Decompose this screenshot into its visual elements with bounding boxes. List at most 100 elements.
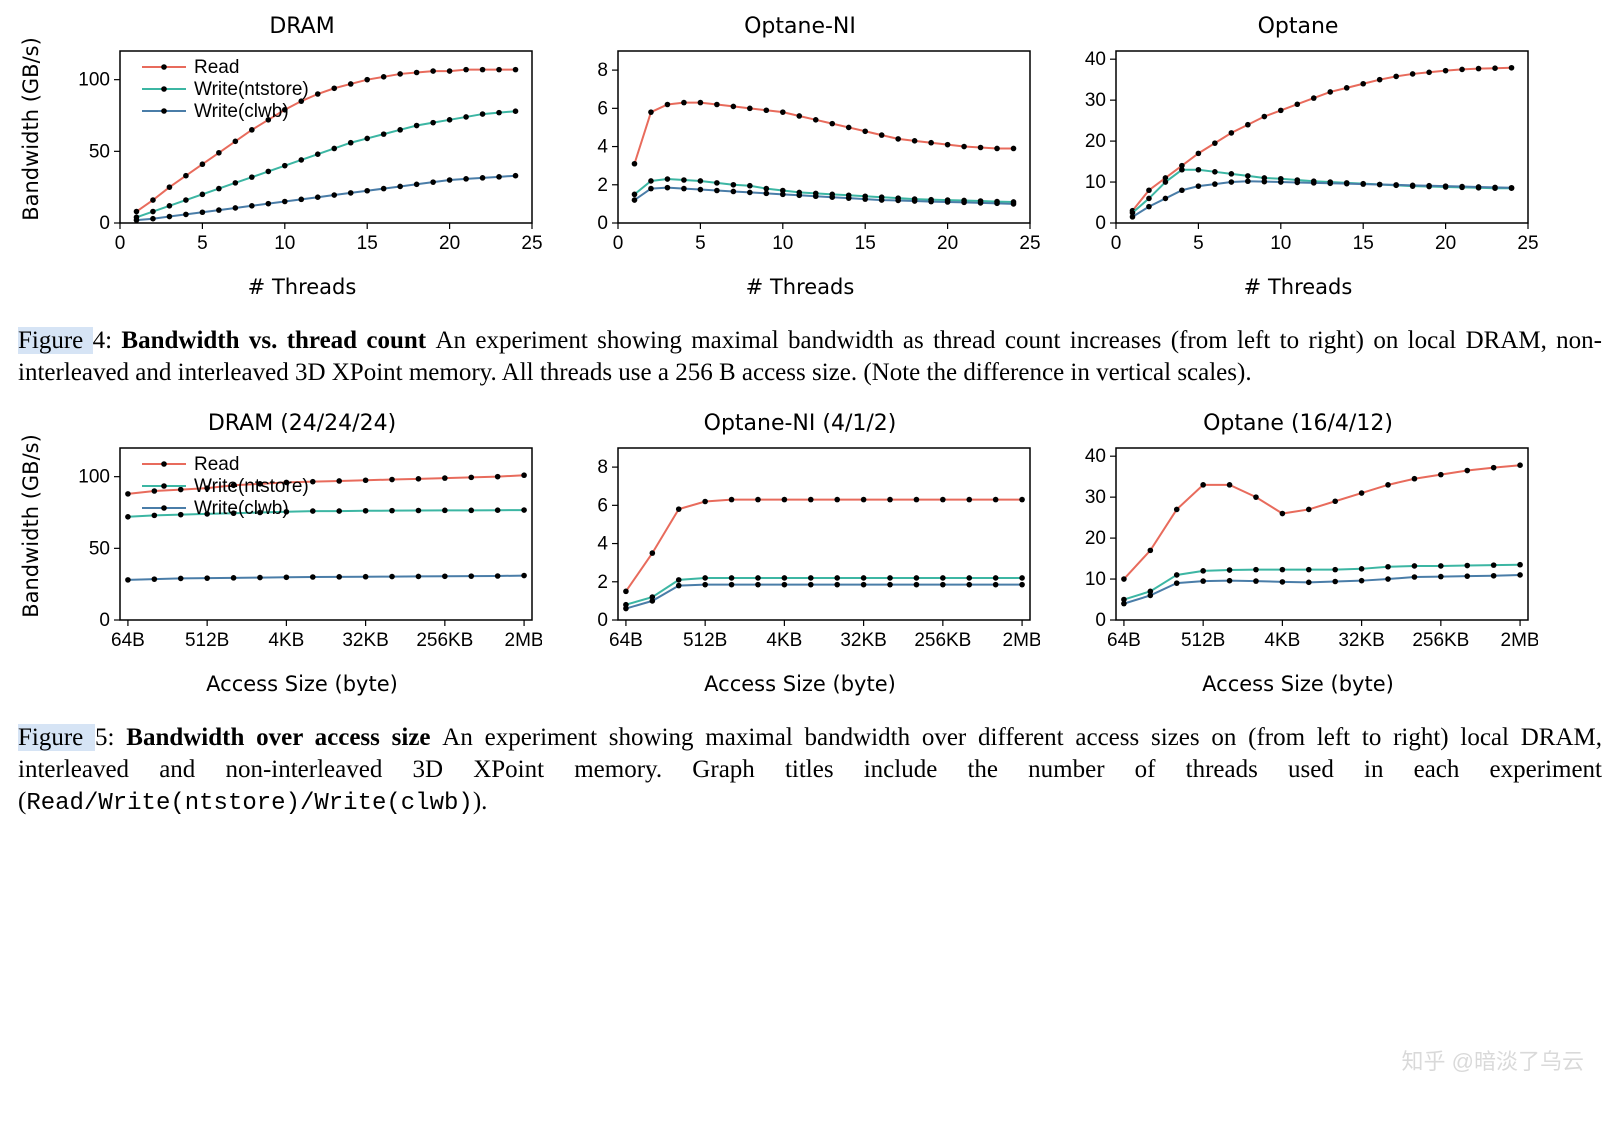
- svg-text:256KB: 256KB: [416, 630, 473, 651]
- svg-text:5: 5: [197, 233, 208, 254]
- svg-text:32KB: 32KB: [342, 630, 388, 651]
- svg-text:0: 0: [1095, 610, 1106, 631]
- fig5-panel-0-title: DRAM (24/24/24): [208, 411, 396, 436]
- svg-text:20: 20: [1085, 131, 1106, 152]
- svg-text:64B: 64B: [609, 630, 643, 651]
- svg-text:10: 10: [274, 233, 295, 254]
- fig5-body2: ).: [473, 788, 488, 815]
- fig5-panel-2-title: Optane (16/4/12): [1203, 411, 1393, 436]
- fig4-panel-0-title: DRAM: [269, 14, 334, 39]
- svg-text:5: 5: [1193, 233, 1204, 254]
- svg-text:2MB: 2MB: [1003, 630, 1040, 651]
- fig5-panel-1-title: Optane-NI (4/1/2): [704, 411, 897, 436]
- figure-5-caption: Figure 5: Bandwidth over access size An …: [18, 722, 1602, 820]
- svg-text:Write(clwb): Write(clwb): [194, 498, 289, 519]
- fig5-hl: Figure: [18, 724, 95, 751]
- svg-text:10: 10: [1085, 569, 1106, 590]
- fig4-chart-0: 0 50 100 0 5 10 15 20 25 ReadWrite(ntstore)Write(…: [62, 41, 542, 271]
- svg-text:20: 20: [937, 233, 958, 254]
- svg-text:100: 100: [78, 467, 110, 488]
- fig5-bold: Bandwidth over access size: [126, 724, 442, 751]
- svg-text:40: 40: [1085, 49, 1106, 70]
- svg-text:10: 10: [772, 233, 793, 254]
- svg-text:512B: 512B: [683, 630, 727, 651]
- fig5-chart-1: 0246864B512B4KB32KB256KB2MB: [560, 438, 1040, 668]
- fig4-panel-1-title: Optane-NI: [744, 14, 856, 39]
- svg-text:20: 20: [1435, 233, 1456, 254]
- fig4-ylabel-wrap: Bandwidth (GB/s): [18, 14, 44, 244]
- fig5-xlabel-0: Access Size (byte): [206, 672, 398, 696]
- svg-text:50: 50: [89, 141, 110, 162]
- fig4-hl: Figure: [18, 327, 93, 354]
- svg-text:256KB: 256KB: [914, 630, 971, 651]
- svg-text:Read: Read: [194, 454, 239, 475]
- svg-text:0: 0: [597, 213, 608, 234]
- watermark: 知乎 @暗淡了乌云: [1402, 1044, 1584, 1076]
- svg-text:2MB: 2MB: [505, 630, 542, 651]
- fig4-panel-1: Optane-NI 024680510152025 # Threads: [560, 14, 1040, 299]
- svg-text:25: 25: [1517, 233, 1538, 254]
- svg-text:Read: Read: [194, 57, 239, 78]
- fig5-chart-2: 01020304064B512B4KB32KB256KB2MB: [1058, 438, 1538, 668]
- svg-text:512B: 512B: [185, 630, 229, 651]
- figure-4-caption: Figure 4: Bandwidth vs. thread count An …: [18, 325, 1602, 389]
- svg-text:4: 4: [597, 137, 608, 158]
- svg-text:8: 8: [597, 457, 608, 478]
- svg-text:4KB: 4KB: [268, 630, 304, 651]
- fig4-xlabel-2: # Threads: [1244, 275, 1353, 299]
- svg-text:64B: 64B: [1107, 630, 1141, 651]
- svg-text:25: 25: [521, 233, 542, 254]
- fig4-ylabel: Bandwidth (GB/s): [19, 37, 43, 221]
- svg-text:32KB: 32KB: [840, 630, 886, 651]
- svg-text:0: 0: [613, 233, 624, 254]
- fig5-mono: Read/Write(ntstore)/Write(clwb): [26, 790, 472, 817]
- fig4-chart-1: 024680510152025: [560, 41, 1040, 271]
- svg-text:0: 0: [115, 233, 126, 254]
- figure-5-row: Bandwidth (GB/s) DRAM (24/24/24) 0501006…: [18, 411, 1602, 696]
- svg-text:0: 0: [99, 213, 110, 234]
- svg-text:64B: 64B: [111, 630, 145, 651]
- fig5-xlabel-1: Access Size (byte): [704, 672, 896, 696]
- svg-text:50: 50: [89, 538, 110, 559]
- svg-text:15: 15: [855, 233, 876, 254]
- svg-text:4KB: 4KB: [766, 630, 802, 651]
- fig5-panel-2: Optane (16/4/12) 01020304064B512B4KB32KB…: [1058, 411, 1538, 696]
- svg-text:15: 15: [1353, 233, 1374, 254]
- fig5-num: 5:: [95, 724, 126, 751]
- svg-text:20: 20: [439, 233, 460, 254]
- fig5-xlabel-2: Access Size (byte): [1202, 672, 1394, 696]
- fig5-panel-1: Optane-NI (4/1/2) 0246864B512B4KB32KB256…: [560, 411, 1040, 696]
- svg-text:5: 5: [695, 233, 706, 254]
- fig5-chart-0: 0 50 100 64B 512B 4KB 32KB 256KB 2MB ReadWrite(nt…: [62, 438, 542, 668]
- svg-text:2MB: 2MB: [1501, 630, 1538, 651]
- svg-text:4KB: 4KB: [1264, 630, 1300, 651]
- fig5-ylabel-wrap: Bandwidth (GB/s): [18, 411, 44, 641]
- svg-text:0: 0: [597, 610, 608, 631]
- svg-text:15: 15: [357, 233, 378, 254]
- svg-text:512B: 512B: [1181, 630, 1225, 651]
- svg-text:8: 8: [597, 60, 608, 81]
- fig4-panel-0: DRAM 0 50 100 0 5 10 15 20 25 ReadWrite(ntstore)W…: [62, 14, 542, 299]
- svg-text:30: 30: [1085, 90, 1106, 111]
- svg-text:Write(clwb): Write(clwb): [194, 101, 289, 122]
- svg-text:Write(ntstore): Write(ntstore): [194, 476, 309, 497]
- fig5-ylabel: Bandwidth (GB/s): [19, 434, 43, 618]
- svg-text:Write(ntstore): Write(ntstore): [194, 79, 309, 100]
- svg-text:0: 0: [1111, 233, 1122, 254]
- figure-4-row: Bandwidth (GB/s) DRAM 0501000510152025Re…: [18, 14, 1602, 299]
- svg-text:0: 0: [99, 610, 110, 631]
- svg-text:0: 0: [1095, 213, 1106, 234]
- fig4-xlabel-0: # Threads: [248, 275, 357, 299]
- svg-text:100: 100: [78, 70, 110, 91]
- fig4-panel-2: Optane 0102030400510152025 # Threads: [1058, 14, 1538, 299]
- fig4-num: 4:: [93, 327, 122, 354]
- fig5-panel-0: DRAM (24/24/24) 0 50 100 64B 512B 4KB 32KB 256K…: [62, 411, 542, 696]
- fig4-bold: Bandwidth vs. thread count: [121, 327, 435, 354]
- svg-text:10: 10: [1270, 233, 1291, 254]
- svg-text:25: 25: [1019, 233, 1040, 254]
- fig4-panel-2-title: Optane: [1258, 14, 1339, 39]
- svg-text:32KB: 32KB: [1338, 630, 1384, 651]
- fig4-xlabel-1: # Threads: [746, 275, 855, 299]
- fig4-chart-2: 0102030400510152025: [1058, 41, 1538, 271]
- svg-text:30: 30: [1085, 487, 1106, 508]
